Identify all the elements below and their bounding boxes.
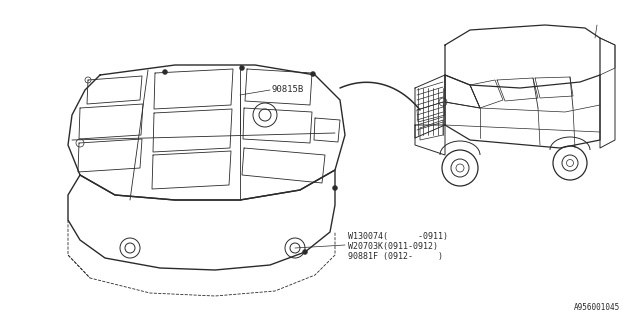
Text: 90815B: 90815B xyxy=(272,85,304,94)
Text: A956001045: A956001045 xyxy=(573,303,620,313)
Text: 90881F (0912-     ): 90881F (0912- ) xyxy=(348,252,443,261)
Circle shape xyxy=(239,66,244,70)
Circle shape xyxy=(163,69,168,75)
Circle shape xyxy=(310,71,316,76)
Text: W130074(      -0911): W130074( -0911) xyxy=(348,233,448,242)
Text: W20703K(0911-0912): W20703K(0911-0912) xyxy=(348,243,438,252)
Circle shape xyxy=(303,250,307,254)
Circle shape xyxy=(333,186,337,190)
